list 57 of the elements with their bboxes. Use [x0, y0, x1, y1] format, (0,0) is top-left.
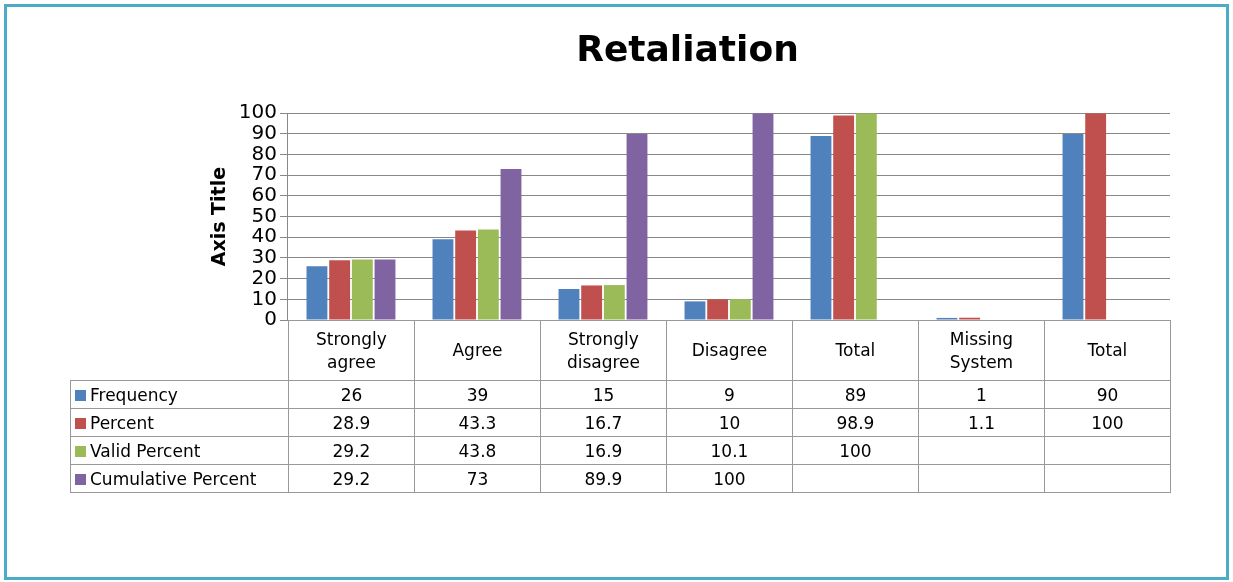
data-label: 1	[918, 380, 1045, 409]
legend-label: Cumulative Percent	[70, 464, 289, 493]
bar	[729, 299, 751, 320]
bar	[374, 259, 396, 320]
x-tick-label: Total	[1044, 320, 1171, 381]
bar	[558, 288, 580, 320]
data-label: 100	[1044, 408, 1171, 437]
bar	[684, 301, 706, 320]
bar	[306, 266, 328, 320]
bar	[752, 113, 774, 320]
x-tick-label: Total	[792, 320, 919, 381]
bar	[1062, 133, 1084, 320]
bar	[833, 115, 855, 320]
data-label: 39	[414, 380, 541, 409]
data-label: 98.9	[792, 408, 919, 437]
data-label: 26	[288, 380, 415, 409]
data-label: 10.1	[666, 436, 793, 465]
bar	[626, 134, 648, 320]
data-label: 15	[540, 380, 667, 409]
x-tick-label: Strongly agree	[288, 320, 415, 381]
bar	[707, 299, 729, 320]
bar	[1085, 113, 1107, 320]
bar	[603, 285, 625, 320]
data-label: 9	[666, 380, 793, 409]
data-label: 100	[666, 464, 793, 493]
data-label: 89.9	[540, 464, 667, 493]
data-label: 28.9	[288, 408, 415, 437]
x-tick-label: Agree	[414, 320, 541, 381]
y-axis-title: Axis Title	[207, 166, 230, 267]
legend-label: Frequency	[70, 380, 289, 409]
data-label: 100	[792, 436, 919, 465]
chart-title: Retaliation	[576, 27, 799, 69]
bar	[477, 229, 499, 320]
bar	[455, 230, 477, 320]
data-label: 73	[414, 464, 541, 493]
bar	[855, 113, 877, 320]
data-label: 16.9	[540, 436, 667, 465]
legend-label: Percent	[70, 408, 289, 437]
data-label: 10	[666, 408, 793, 437]
legend-label: Valid Percent	[70, 436, 289, 465]
data-label: 29.2	[288, 436, 415, 465]
bar	[432, 239, 454, 320]
data-label: 43.3	[414, 408, 541, 437]
x-tick-label: Missing System	[918, 320, 1045, 381]
bar	[810, 135, 832, 320]
x-tick-label: Disagree	[666, 320, 793, 381]
data-label: 29.2	[288, 464, 415, 493]
data-label: 16.7	[540, 408, 667, 437]
bar	[581, 285, 603, 320]
data-label: 43.8	[414, 436, 541, 465]
data-label: 89	[792, 380, 919, 409]
bar	[351, 259, 373, 320]
bar	[500, 169, 522, 320]
x-tick-label: Strongly disagree	[540, 320, 667, 381]
data-label: 1.1	[918, 408, 1045, 437]
data-label: 90	[1044, 380, 1171, 409]
bar	[329, 260, 351, 320]
